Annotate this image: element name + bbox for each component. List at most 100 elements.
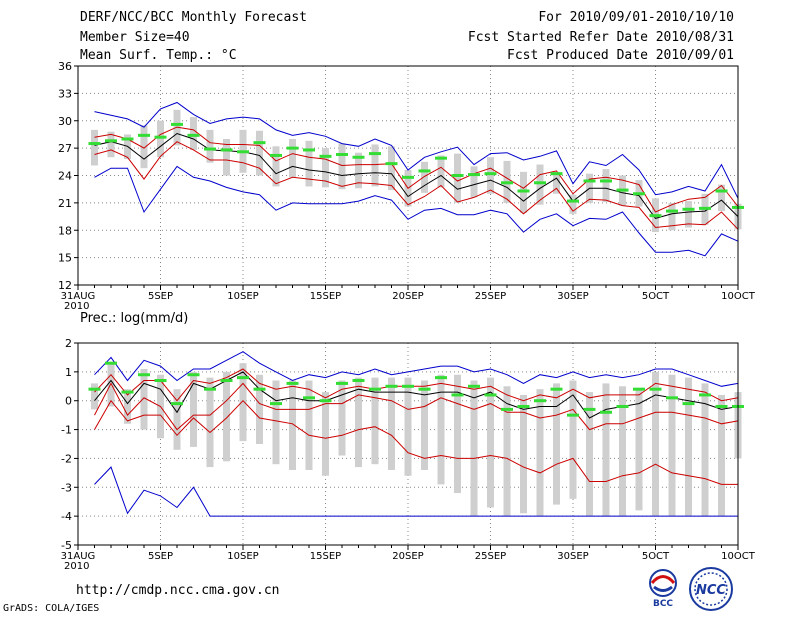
prec-median-mark xyxy=(418,387,431,391)
temp-box xyxy=(107,131,115,158)
prec-median-mark xyxy=(501,407,513,411)
temp-median-mark xyxy=(501,181,513,185)
prec-max-line xyxy=(94,351,739,387)
prec-box xyxy=(668,374,676,517)
prec-ytick-label: -2 xyxy=(61,452,72,465)
temp-median-mark xyxy=(187,133,200,137)
prec-xtick-label: 25SEP xyxy=(475,551,506,562)
temp-median-mark xyxy=(550,172,563,176)
bcc-logo: BCC xyxy=(649,569,677,608)
prec-median-mark xyxy=(567,413,579,417)
temp-median-mark xyxy=(270,153,282,157)
prec-median-mark xyxy=(286,381,299,385)
refer-date: Fcst Started Refer Date 2010/08/31 xyxy=(467,30,734,45)
prec-box xyxy=(107,363,115,407)
temp-median-mark xyxy=(154,135,167,139)
temp-median-mark xyxy=(633,192,645,196)
temp-box xyxy=(140,125,148,169)
prec-median-mark xyxy=(682,402,695,406)
temp-box xyxy=(668,202,676,231)
prec-box xyxy=(652,371,659,517)
prec-box xyxy=(470,380,478,517)
prec-median-mark xyxy=(699,393,711,397)
prec-box xyxy=(404,377,412,476)
temp-median-mark xyxy=(567,199,579,203)
temp-box xyxy=(272,146,280,187)
prec-median-mark xyxy=(649,387,662,391)
temp-median-mark xyxy=(534,181,546,185)
prec-median-mark xyxy=(715,404,728,408)
prec-box xyxy=(487,377,494,508)
temp-median-mark xyxy=(517,189,530,193)
prec-box xyxy=(305,380,313,470)
prec-xtick-label: 10SEP xyxy=(227,551,258,562)
temp-median-mark xyxy=(649,214,662,218)
prec-lower-line xyxy=(94,382,739,431)
prec-box xyxy=(322,392,329,476)
prec-min-line xyxy=(94,466,738,517)
temp-xtick-label: 10SEP xyxy=(227,291,258,302)
temp-box xyxy=(487,157,494,194)
prec-spread-low-line xyxy=(94,399,738,485)
temp-median-mark xyxy=(699,206,711,210)
bcc-logo-arc xyxy=(650,575,676,585)
prec-box xyxy=(223,371,230,462)
temp-box xyxy=(437,155,445,188)
prec-median-mark xyxy=(402,384,414,388)
prec-median-mark xyxy=(237,376,249,380)
prec-box xyxy=(421,380,428,470)
prec-median-mark xyxy=(121,390,134,394)
temp-box xyxy=(388,146,395,191)
prec-xtick-label: 5SEP xyxy=(148,551,173,562)
member-size-label: Member Size=40 xyxy=(80,30,190,45)
prec-box xyxy=(173,389,181,450)
prec-ytick-label: 0 xyxy=(65,395,72,408)
temp-median-mark xyxy=(319,154,332,158)
temp-ytick-label: 18 xyxy=(58,224,72,237)
prec-median-mark xyxy=(105,361,117,365)
prec-box xyxy=(124,389,131,424)
temp-box xyxy=(685,201,692,228)
prec-box xyxy=(718,394,725,517)
temp-xtick-label: 31AUG xyxy=(61,291,96,302)
prec-box xyxy=(569,380,577,499)
prec-box xyxy=(355,377,362,468)
temp-xtick-label: 10OCT xyxy=(721,291,756,302)
prec-median-mark xyxy=(385,384,398,388)
prec-median-mark xyxy=(319,399,332,403)
prec-median-mark xyxy=(550,387,563,391)
prec-xtick-label: 20SEP xyxy=(392,551,423,562)
temp-box xyxy=(536,164,544,205)
temp-box xyxy=(289,139,296,178)
temp-box xyxy=(256,130,263,176)
temp-upper-line xyxy=(94,126,739,213)
prec-median-mark xyxy=(666,396,678,400)
temp-median-mark xyxy=(484,172,497,176)
prec-year-label: 2010 xyxy=(64,561,89,572)
prec-box xyxy=(454,374,461,494)
prec-median-mark xyxy=(270,402,282,406)
prec-median-mark xyxy=(517,404,530,408)
prec-ytick-label: 2 xyxy=(65,337,72,350)
temp-ytick-label: 15 xyxy=(58,252,72,265)
temp-median-mark xyxy=(138,133,150,137)
temp-box xyxy=(305,140,313,187)
temp-median-mark xyxy=(88,142,101,146)
temp-xtick-label: 25SEP xyxy=(475,291,506,302)
temp-box xyxy=(718,184,725,212)
prec-median-mark xyxy=(451,393,464,397)
prec-xtick-label: 31AUG xyxy=(61,551,96,562)
forecast-period: For 2010/09/01-2010/10/10 xyxy=(538,10,734,25)
prec-box xyxy=(536,389,544,517)
website-link[interactable]: http://cmdp.ncc.cma.gov.cn xyxy=(76,583,280,598)
prec-median-mark xyxy=(600,410,612,414)
variable-label: Mean Surf. Temp.: °C xyxy=(80,48,237,63)
temp-xtick-label: 5OCT xyxy=(642,291,670,302)
prec-ytick-label: 1 xyxy=(65,366,72,379)
temp-ytick-label: 36 xyxy=(58,60,72,73)
temp-median-mark xyxy=(286,146,299,150)
prec-box xyxy=(206,377,214,468)
prec-box xyxy=(503,386,511,517)
ncc-logo-inner-ring xyxy=(694,572,728,606)
prec-ytick-label: -3 xyxy=(61,481,72,494)
